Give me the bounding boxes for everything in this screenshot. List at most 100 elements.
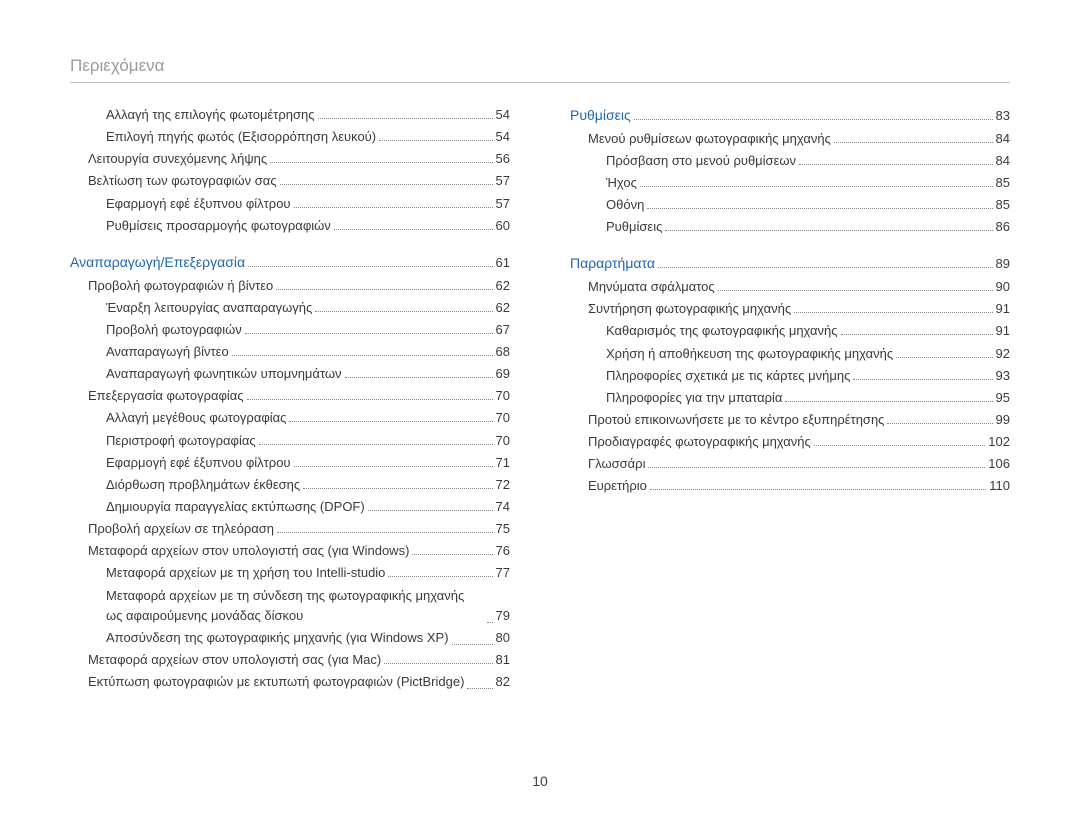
toc-entry: Πληροφορίες για την μπαταρία95 [570, 388, 1010, 408]
toc-entry-label: Εκτύπωση φωτογραφιών με εκτυπωτή φωτογρα… [88, 672, 464, 692]
toc-leader-dots [814, 435, 986, 446]
toc-entry-page: 68 [496, 342, 510, 362]
toc-entry-label: Περιστροφή φωτογραφίας [106, 431, 256, 451]
toc-entry-label: Μενού ρυθμίσεων φωτογραφικής μηχανής [588, 129, 831, 149]
toc-entry-label: Επιλογή πηγής φωτός (Εξισορρόπηση λευκού… [106, 127, 376, 147]
toc-entry: Μενού ρυθμίσεων φωτογραφικής μηχανής 84 [570, 129, 1010, 149]
toc-leader-dots [794, 302, 992, 313]
toc-entry-page: 70 [496, 431, 510, 451]
toc-leader-dots [248, 255, 492, 266]
toc-leader-dots [368, 500, 493, 511]
toc-entry-page: 89 [996, 254, 1010, 274]
toc-entry-page: 54 [496, 127, 510, 147]
toc-leader-dots [634, 109, 993, 120]
toc-entry-page: 81 [496, 650, 510, 670]
toc-entry: Έναρξη λειτουργίας αναπαραγωγής62 [70, 298, 510, 318]
toc-entry-page: 92 [996, 344, 1010, 364]
toc-entry: Αλλαγή μεγέθους φωτογραφίας 70 [70, 408, 510, 428]
toc-entry: Ρυθμίσεις83 [570, 105, 1010, 127]
toc-leader-dots [640, 176, 993, 187]
toc-entry: Επιλογή πηγής φωτός (Εξισορρόπηση λευκού… [70, 127, 510, 147]
toc-entry-page: 106 [988, 454, 1010, 474]
toc-entry-label: Γλωσσάρι [588, 454, 645, 474]
toc-entry: Συντήρηση φωτογραφικής μηχανής91 [570, 299, 1010, 319]
toc-entry: Αναπαραγωγή/Επεξεργασία 61 [70, 252, 510, 274]
toc-entry: Μεταφορά αρχείων στον υπολογιστή σας (γι… [70, 541, 510, 561]
toc-entry-page: 84 [996, 129, 1010, 149]
toc-entry-label: Μεταφορά αρχείων στον υπολογιστή σας (γι… [88, 650, 381, 670]
toc-entry-page: 69 [496, 364, 510, 384]
toc-entry-page: 76 [496, 541, 510, 561]
toc-entry: Προβολή αρχείων σε τηλεόραση 75 [70, 519, 510, 539]
toc-entry-page: 57 [496, 171, 510, 191]
toc-entry-page: 70 [496, 408, 510, 428]
toc-leader-dots [294, 196, 493, 207]
toc-entry: Ευρετήριο110 [570, 476, 1010, 496]
toc-entry-page: 72 [496, 475, 510, 495]
toc-entry: Αποσύνδεση της φωτογραφικής μηχανής (για… [70, 628, 510, 648]
toc-entry: Αναπαραγωγή φωνητικών υπομνημάτων69 [70, 364, 510, 384]
toc-entry: Μεταφορά αρχείων στον υπολογιστή σας (γι… [70, 650, 510, 670]
toc-leader-dots [718, 280, 993, 291]
toc-leader-dots [487, 611, 493, 622]
toc-entry-page: 61 [496, 253, 510, 273]
toc-entry: Επεξεργασία φωτογραφίας70 [70, 386, 510, 406]
section-gap [70, 238, 510, 252]
toc-leader-dots [785, 390, 992, 401]
toc-entry-label: Προβολή φωτογραφιών ή βίντεο [88, 276, 273, 296]
toc-entry-page: 82 [496, 672, 510, 692]
toc-leader-dots [647, 198, 992, 209]
toc-entry: Αναπαραγωγή βίντεο 68 [70, 342, 510, 362]
toc-entry-label: Προβολή αρχείων σε τηλεόραση [88, 519, 274, 539]
toc-entry-page: 67 [496, 320, 510, 340]
toc-entry: Βελτίωση των φωτογραφιών σας57 [70, 171, 510, 191]
toc-leader-dots [896, 346, 992, 357]
toc-entry: Προβολή φωτογραφιών ή βίντεο 62 [70, 276, 510, 296]
toc-entry-page: 110 [989, 476, 1010, 496]
toc-entry-page: 74 [496, 497, 510, 517]
toc-entry: Διόρθωση προβλημάτων έκθεσης 72 [70, 475, 510, 495]
toc-entry-page: 60 [496, 216, 510, 236]
toc-leader-dots [259, 433, 493, 444]
toc-entry-label: Προδιαγραφές φωτογραφικής μηχανής [588, 432, 811, 452]
toc-leader-dots [841, 324, 993, 335]
toc-entry-label: Μεταφορά αρχείων στον υπολογιστή σας (γι… [88, 541, 409, 561]
toc-entry: Προβολή φωτογραφιών67 [70, 320, 510, 340]
toc-leader-dots [412, 544, 492, 555]
toc-entry: Περιστροφή φωτογραφίας 70 [70, 431, 510, 451]
toc-leader-dots [334, 218, 493, 229]
toc-entry: Λειτουργία συνεχόμενης λήψης56 [70, 149, 510, 169]
toc-entry: Οθόνη85 [570, 195, 1010, 215]
toc-entry-label: Επεξεργασία φωτογραφίας [88, 386, 244, 406]
toc-entry-label: Λειτουργία συνεχόμενης λήψης [88, 149, 267, 169]
toc-entry-page: 95 [996, 388, 1010, 408]
toc-entry: Ρυθμίσεις προσαρμογής φωτογραφιών60 [70, 216, 510, 236]
toc-entry: Προτού επικοινωνήσετε με το κέντρο εξυπη… [570, 410, 1010, 430]
toc-entry: Μεταφορά αρχείων με τη χρήση του Intelli… [70, 563, 510, 583]
toc-entry: Ήχος85 [570, 173, 1010, 193]
toc-entry-label: Εφαρμογή εφέ έξυπνου φίλτρου [106, 453, 291, 473]
toc-entry: Πληροφορίες σχετικά με τις κάρτες μνήμης… [570, 366, 1010, 386]
toc-leader-dots [303, 477, 492, 488]
toc-entry-label: Αποσύνδεση της φωτογραφικής μηχανής (για… [106, 628, 449, 648]
toc-entry-page: 62 [496, 276, 510, 296]
toc-leader-dots [834, 131, 993, 142]
toc-right-column: Ρυθμίσεις83Μενού ρυθμίσεων φωτογραφικής … [570, 105, 1010, 694]
toc-columns: Αλλαγή της επιλογής φωτομέτρησης54Επιλογ… [70, 105, 1010, 694]
toc-entry: Ρυθμίσεις86 [570, 217, 1010, 237]
toc-entry-label: Χρήση ή αποθήκευση της φωτογραφικής μηχα… [606, 344, 893, 364]
toc-entry-page: 90 [996, 277, 1010, 297]
toc-entry-label: Ρυθμίσεις [606, 217, 662, 237]
toc-entry-label: Αναπαραγωγή/Επεξεργασία [70, 252, 245, 274]
toc-entry-label: Διόρθωση προβλημάτων έκθεσης [106, 475, 300, 495]
toc-entry-label: Παραρτήματα [570, 253, 655, 275]
toc-entry-page: 91 [996, 321, 1010, 341]
toc-entry-label: Αλλαγή μεγέθους φωτογραφίας [106, 408, 286, 428]
toc-entry-page: 99 [996, 410, 1010, 430]
toc-entry-page: 75 [496, 519, 510, 539]
toc-entry-page: 71 [496, 453, 510, 473]
toc-entry-label: Ρυθμίσεις [570, 105, 631, 127]
toc-entry-label: Αναπαραγωγή βίντεο [106, 342, 229, 362]
toc-entry: Χρήση ή αποθήκευση της φωτογραφικής μηχα… [570, 344, 1010, 364]
toc-entry: Εκτύπωση φωτογραφιών με εκτυπωτή φωτογρα… [70, 672, 510, 692]
